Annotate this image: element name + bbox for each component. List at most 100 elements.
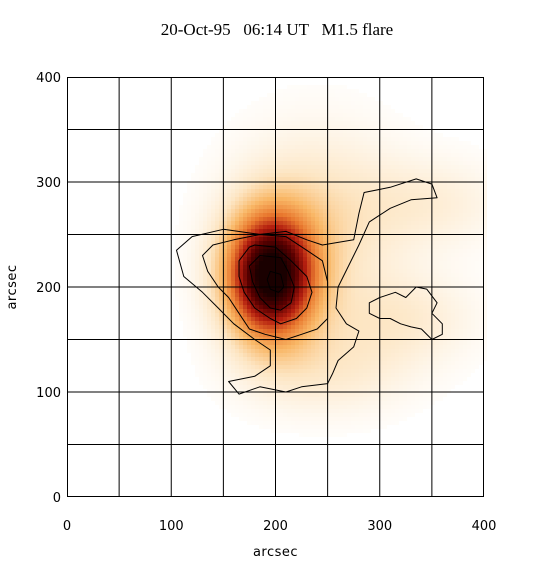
heatmap-cell [359, 381, 363, 385]
heatmap-cell [339, 161, 343, 165]
heatmap-cell [271, 133, 275, 137]
heatmap-cell [431, 245, 435, 249]
heatmap-cell [287, 93, 291, 97]
heatmap-cell [339, 345, 343, 349]
heatmap-cell [223, 321, 227, 325]
heatmap-cell [351, 365, 355, 369]
heatmap-cell [327, 209, 331, 213]
heatmap-cell [407, 225, 411, 229]
heatmap-cell [371, 101, 375, 105]
heatmap-cell [247, 405, 251, 409]
heatmap-cell [327, 245, 331, 249]
heatmap-cell [347, 393, 351, 397]
heatmap-cell [315, 373, 319, 377]
heatmap-cell [383, 345, 387, 349]
heatmap-cell [347, 333, 351, 337]
heatmap-cell [311, 405, 315, 409]
heatmap-cell [363, 197, 367, 201]
heatmap-cell [307, 85, 311, 89]
heatmap-cell [411, 241, 415, 245]
heatmap-cell [263, 201, 267, 205]
heatmap-cell [327, 405, 331, 409]
heatmap-cell [359, 413, 363, 417]
heatmap-cell [355, 389, 359, 393]
heatmap-cell [415, 357, 419, 361]
heatmap-cell [431, 205, 435, 209]
heatmap-cell [387, 361, 391, 365]
heatmap-cell [415, 309, 419, 313]
heatmap-cell [379, 405, 383, 409]
heatmap-cell [355, 185, 359, 189]
heatmap-cell [315, 297, 319, 301]
heatmap-cell [235, 413, 239, 417]
heatmap-cell [339, 377, 343, 381]
heatmap-cell [263, 369, 267, 373]
heatmap-cell [247, 125, 251, 129]
heatmap-cell [347, 149, 351, 153]
heatmap-cell [187, 181, 191, 185]
heatmap-cell [351, 313, 355, 317]
heatmap-cell [347, 405, 351, 409]
heatmap-cell [403, 313, 407, 317]
heatmap-cell [391, 277, 395, 281]
heatmap-cell [191, 349, 195, 353]
heatmap-cell [287, 261, 291, 265]
heatmap-cell [347, 369, 351, 373]
heatmap-cell [391, 317, 395, 321]
heatmap-cell [375, 401, 379, 405]
heatmap-cell [411, 149, 415, 153]
heatmap-cell [347, 409, 351, 413]
heatmap-cell [363, 205, 367, 209]
heatmap-cell [235, 137, 239, 141]
heatmap-cell [391, 293, 395, 297]
heatmap-cell [395, 169, 399, 173]
heatmap-cell [347, 101, 351, 105]
heatmap-cell [343, 293, 347, 297]
heatmap-cell [355, 365, 359, 369]
heatmap-cell [343, 145, 347, 149]
heatmap-cell [427, 133, 431, 137]
heatmap-cell [343, 361, 347, 365]
heatmap-cell [279, 125, 283, 129]
heatmap-cell [367, 273, 371, 277]
heatmap-cell [435, 173, 439, 177]
heatmap-cell [299, 265, 303, 269]
heatmap-cell [343, 429, 347, 433]
heatmap-cell [259, 225, 263, 229]
heatmap-cell [259, 313, 263, 317]
heatmap-cell [403, 245, 407, 249]
heatmap-cell [287, 289, 291, 293]
heatmap-cell [287, 421, 291, 425]
heatmap-cell [403, 373, 407, 377]
heatmap-cell [215, 281, 219, 285]
heatmap-cell [239, 381, 243, 385]
heatmap-cell [279, 357, 283, 361]
heatmap-cell [331, 381, 335, 385]
heatmap-cell [243, 349, 247, 353]
heatmap-cell [247, 413, 251, 417]
heatmap-cell [351, 321, 355, 325]
heatmap-cell [363, 405, 367, 409]
heatmap-cell [247, 249, 251, 253]
heatmap-cell [323, 117, 327, 121]
heatmap-cell [431, 221, 435, 225]
heatmap-cell [283, 209, 287, 213]
heatmap-cell [323, 261, 327, 265]
heatmap-cell [231, 181, 235, 185]
heatmap-cell [407, 333, 411, 337]
heatmap-cell [407, 381, 411, 385]
heatmap-cell [287, 249, 291, 253]
heatmap-cell [247, 189, 251, 193]
heatmap-cell [335, 433, 339, 437]
heatmap-cell [307, 301, 311, 305]
heatmap-cell [391, 197, 395, 201]
heatmap-cell [203, 289, 207, 293]
heatmap-cell [259, 277, 263, 281]
heatmap-cell [383, 249, 387, 253]
heatmap-cell [227, 189, 231, 193]
heatmap-cell [363, 145, 367, 149]
heatmap-cell [367, 145, 371, 149]
heatmap-cell [295, 237, 299, 241]
heatmap-cell [391, 321, 395, 325]
heatmap-cell [347, 425, 351, 429]
